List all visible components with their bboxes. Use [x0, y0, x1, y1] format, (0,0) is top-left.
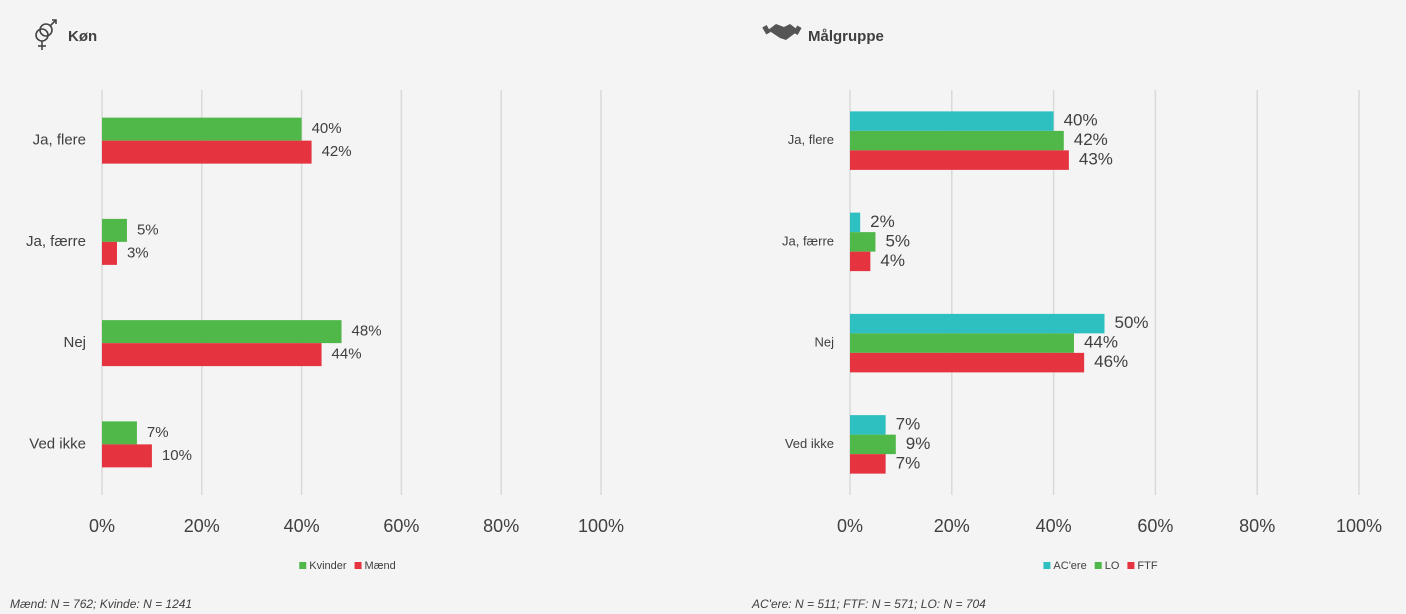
category-label: Nej: [63, 334, 86, 351]
value-label: 44%: [1084, 333, 1118, 352]
value-label: 43%: [1079, 150, 1113, 169]
x-tick-label: 20%: [934, 516, 970, 536]
value-label: 5%: [137, 221, 159, 238]
bar: [850, 130, 1064, 151]
bar: [850, 251, 871, 272]
legend-swatch: [354, 562, 362, 569]
bar: [102, 320, 342, 344]
category-label: Ja, flere: [788, 132, 834, 147]
x-tick-label: 80%: [1239, 516, 1275, 536]
legend-swatch: [1127, 562, 1135, 569]
legend-swatch: [1094, 562, 1102, 569]
bar: [850, 111, 1054, 131]
value-label: 40%: [1064, 111, 1098, 130]
value-label: 42%: [322, 143, 352, 160]
x-tick-label: 0%: [837, 516, 863, 536]
value-label: 10%: [162, 447, 192, 464]
x-tick-label: 40%: [284, 516, 320, 536]
bar: [102, 218, 127, 242]
value-label: 7%: [147, 424, 169, 441]
value-label: 4%: [880, 251, 905, 270]
x-tick-label: 60%: [383, 516, 419, 536]
bar: [102, 444, 152, 468]
x-tick-label: 20%: [184, 516, 220, 536]
x-tick-label: 60%: [1137, 516, 1173, 536]
value-label: 5%: [885, 231, 910, 250]
category-label: Ja, færre: [782, 233, 834, 248]
category-label: Ved ikke: [29, 435, 86, 452]
value-label: 46%: [1094, 352, 1128, 371]
bar: [850, 352, 1085, 373]
legend-swatch: [1043, 562, 1051, 569]
bar: [850, 150, 1069, 170]
chart-title: Køn: [68, 28, 97, 45]
category-label: Ja, flere: [33, 132, 86, 149]
chart-title: Målgruppe: [808, 28, 884, 45]
value-label: 42%: [1074, 130, 1108, 149]
bar: [102, 421, 137, 445]
value-label: 48%: [352, 323, 382, 340]
category-label: Ja, færre: [26, 233, 86, 250]
x-tick-label: 40%: [1036, 516, 1072, 536]
x-tick-label: 100%: [578, 516, 624, 536]
category-label: Ved ikke: [785, 436, 834, 451]
bar: [102, 241, 117, 265]
handshake-icon: [762, 24, 802, 40]
gender-icon: [35, 19, 57, 50]
legend-label: Kvinder: [309, 560, 347, 572]
x-tick-label: 0%: [89, 516, 115, 536]
bar: [850, 212, 861, 233]
value-label: 50%: [1115, 313, 1149, 332]
x-tick-label: 80%: [483, 516, 519, 536]
bar: [102, 343, 322, 367]
bar: [850, 333, 1074, 353]
bar: [850, 434, 896, 455]
value-label: 7%: [896, 453, 921, 472]
bar: [102, 117, 302, 141]
x-tick-label: 100%: [1336, 516, 1382, 536]
footnote: Mænd: N = 762; Kvinde: N = 1241: [10, 597, 192, 611]
footnote: AC'ere: N = 511; FTF: N = 571; LO: N = 7…: [751, 597, 986, 611]
value-label: 9%: [906, 434, 931, 453]
category-label: Nej: [814, 335, 834, 350]
value-label: 7%: [896, 414, 921, 433]
legend-swatch: [299, 562, 307, 569]
legend-label: FTF: [1137, 560, 1157, 572]
legend-label: LO: [1105, 560, 1120, 572]
value-label: 40%: [312, 120, 342, 137]
value-label: 2%: [870, 212, 895, 231]
bar: [102, 140, 312, 164]
legend-label: AC'ere: [1053, 560, 1086, 572]
bar: [850, 232, 876, 252]
value-label: 3%: [127, 244, 149, 261]
bar: [850, 454, 886, 474]
bar: [850, 415, 886, 435]
bar: [850, 313, 1105, 334]
value-label: 44%: [332, 346, 362, 363]
legend-label: Mænd: [365, 560, 396, 572]
